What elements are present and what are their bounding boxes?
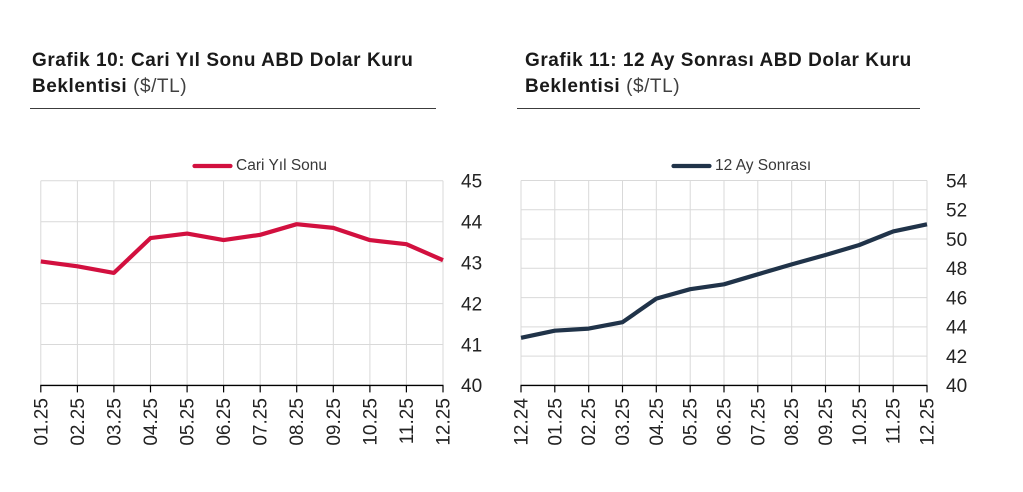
svg-text:01.25: 01.25: [31, 398, 52, 446]
svg-text:11.25: 11.25: [397, 398, 418, 444]
svg-text:46: 46: [946, 288, 967, 309]
svg-text:12.25: 12.25: [917, 398, 938, 446]
svg-text:06.25: 06.25: [214, 398, 235, 446]
svg-text:42: 42: [946, 347, 967, 368]
svg-text:45: 45: [461, 172, 482, 193]
svg-text:10.25: 10.25: [360, 398, 381, 446]
svg-text:09.25: 09.25: [816, 398, 837, 446]
svg-text:12 Ay Sonrası: 12 Ay Sonrası: [715, 157, 811, 174]
svg-text:06.25: 06.25: [714, 398, 735, 446]
svg-text:40: 40: [946, 376, 967, 397]
svg-text:43: 43: [461, 253, 482, 274]
svg-text:04.25: 04.25: [141, 398, 162, 446]
svg-text:44: 44: [461, 213, 483, 234]
svg-text:44: 44: [946, 318, 968, 339]
svg-text:48: 48: [946, 259, 967, 280]
svg-text:08.25: 08.25: [782, 398, 803, 446]
svg-text:09.25: 09.25: [324, 398, 345, 446]
svg-text:41: 41: [461, 335, 482, 356]
svg-text:02.25: 02.25: [579, 398, 600, 446]
svg-text:12.24: 12.24: [511, 398, 532, 446]
svg-text:04.25: 04.25: [647, 398, 668, 446]
svg-text:03.25: 03.25: [104, 398, 125, 446]
svg-text:52: 52: [946, 201, 967, 222]
svg-text:40: 40: [461, 376, 482, 397]
svg-text:Cari Yıl Sonu: Cari Yıl Sonu: [236, 157, 327, 174]
svg-text:12.25: 12.25: [433, 398, 454, 446]
svg-text:07.25: 07.25: [748, 398, 769, 446]
svg-text:02.25: 02.25: [68, 398, 89, 446]
svg-text:05.25: 05.25: [178, 398, 199, 446]
svg-text:05.25: 05.25: [681, 398, 702, 446]
svg-text:10.25: 10.25: [850, 398, 871, 446]
svg-text:01.25: 01.25: [545, 398, 566, 446]
svg-text:07.25: 07.25: [251, 398, 272, 446]
svg-text:11.25: 11.25: [884, 398, 905, 444]
svg-text:54: 54: [946, 171, 968, 192]
svg-text:42: 42: [461, 294, 482, 315]
svg-text:50: 50: [946, 230, 967, 251]
svg-text:03.25: 03.25: [613, 398, 634, 446]
svg-text:08.25: 08.25: [287, 398, 308, 446]
